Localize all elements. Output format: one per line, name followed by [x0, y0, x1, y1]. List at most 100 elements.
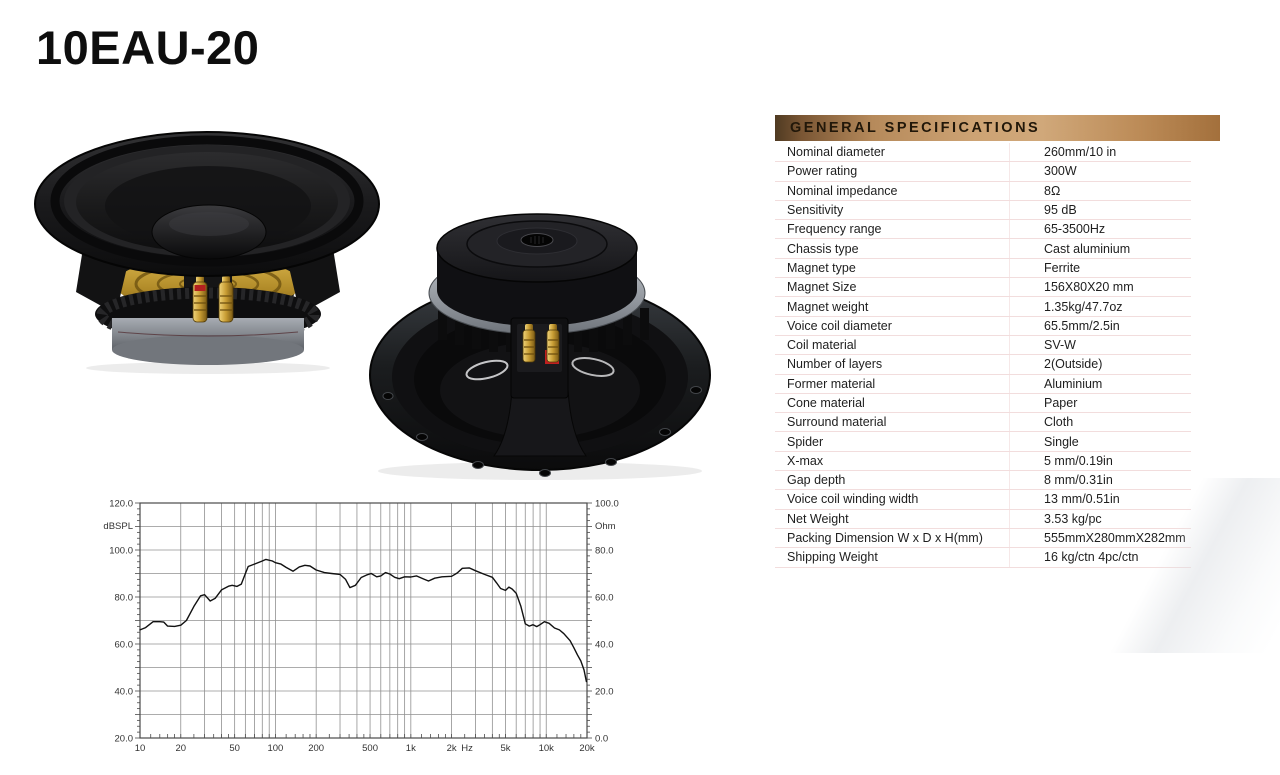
rear-magnet [428, 213, 646, 335]
spec-row: Cone material Paper [775, 393, 1191, 414]
spec-row: Magnet weight 1.35kg/47.7oz [775, 297, 1191, 317]
rear-terminal-block [510, 317, 569, 399]
chart-svg: 120.0100.080.060.040.020.0dBSPL100.080.0… [103, 499, 618, 755]
spec-row: Surround material Cloth [775, 413, 1191, 433]
spec-value: Single [1044, 434, 1079, 449]
spec-label: Spider [775, 432, 1010, 451]
x-axis-tick-label: 10k [539, 743, 555, 754]
spec-row: Magnet type Ferrite [775, 258, 1191, 279]
spec-row: Net Weight 3.53 kg/pc [775, 509, 1191, 529]
spec-value: 260mm/10 in [1044, 145, 1117, 160]
right-axis-tick-label: 40.0 [595, 640, 614, 651]
spec-row: Magnet Size 156X80X20 mm [775, 278, 1191, 298]
spec-label: Voice coil winding width [775, 490, 1010, 509]
right-axis-tick-label: 100.0 [595, 499, 619, 510]
left-axis-tick-label: 20.0 [115, 734, 134, 745]
chart-grid [140, 503, 587, 738]
x-axis-tick-label: 100 [267, 743, 283, 754]
spec-value: 8 mm/0.31in [1044, 473, 1113, 488]
speaker-rear-image [360, 190, 722, 486]
spec-label: Net Weight [775, 509, 1010, 528]
spec-value: Cloth [1044, 415, 1074, 430]
left-axis-tick-label: 40.0 [115, 687, 134, 698]
spec-label: Shipping Weight [775, 548, 1010, 567]
spec-label: Voice coil diameter [775, 316, 1010, 335]
rear-vent-hole [520, 233, 554, 247]
left-axis-unit-label: dBSPL [103, 521, 133, 532]
spec-label: Former material [775, 374, 1010, 393]
spec-value: 156X80X20 mm [1044, 280, 1134, 295]
spec-label: Number of layers [775, 355, 1010, 374]
x-axis-tick-label: 20k [579, 743, 595, 754]
spec-row: Shipping Weight 16 kg/ctn 4pc/ctn [775, 548, 1191, 568]
spec-row: Frequency range 65-3500Hz [775, 220, 1191, 240]
spec-value: 65.5mm/2.5in [1044, 318, 1120, 333]
spl-curve [139, 558, 588, 683]
spec-value: Aluminium [1044, 376, 1103, 391]
speaker-front-svg [34, 131, 380, 374]
spec-row: Nominal diameter 260mm/10 in [775, 143, 1191, 163]
spec-value: 1.35kg/47.7oz [1044, 299, 1123, 314]
spec-value: Ferrite [1044, 260, 1081, 275]
spec-value: 13 mm/0.51in [1044, 492, 1120, 507]
left-axis-tick-label: 100.0 [109, 546, 133, 557]
chart-axis-labels: 120.0100.080.060.040.020.0dBSPL100.080.0… [103, 499, 618, 755]
right-axis-tick-label: 80.0 [595, 546, 614, 557]
x-axis-tick-label: 500 [362, 743, 378, 754]
rear-heatsink-fins [438, 308, 649, 352]
rear-mounting-holes [382, 386, 702, 477]
spec-table-rows: Nominal diameter 260mm/10 in Power rating 3… [775, 143, 1191, 568]
right-axis-tick-label: 60.0 [595, 593, 614, 604]
spec-label: Sensitivity [775, 200, 1010, 220]
rear-strut [493, 389, 587, 457]
front-cone-assembly [34, 131, 380, 277]
spec-row: Number of layers 2(Outside) [775, 355, 1191, 375]
front-dust-cap [151, 204, 267, 260]
right-axis-unit-label: Ohm [595, 521, 616, 532]
spec-value: 65-3500Hz [1044, 222, 1106, 237]
spec-value: 95 dB [1044, 203, 1077, 218]
chart-ticks [135, 502, 592, 739]
spec-label: Magnet Size [775, 278, 1010, 297]
x-axis-tick-label: 5k [500, 743, 510, 754]
spec-value: 300W [1044, 164, 1077, 179]
spec-value: Paper [1044, 396, 1078, 410]
right-axis-tick-label: 0.0 [595, 734, 608, 745]
spec-label: Power rating [775, 162, 1010, 181]
spec-label: Surround material [775, 413, 1010, 432]
spec-label: Magnet weight [775, 297, 1010, 316]
front-terminals [192, 276, 234, 323]
spec-label: Cone material [775, 393, 1010, 413]
spec-row: Chassis type Cast aluminium [775, 239, 1191, 259]
spec-value: 5 mm/0.19in [1044, 453, 1113, 468]
speaker-rear-svg [369, 213, 711, 480]
spec-value: 16 kg/ctn 4pc/ctn [1044, 550, 1139, 565]
spec-row: Sensitivity 95 dB [775, 200, 1191, 221]
right-axis-tick-label: 20.0 [595, 687, 614, 698]
spec-row: Voice coil winding width 13 mm/0.51in [775, 490, 1191, 510]
front-shadow [86, 362, 330, 374]
x-axis-tick-label: 2k [447, 743, 457, 754]
spec-label: Frequency range [775, 220, 1010, 239]
x-axis-tick-label: 10 [135, 743, 146, 754]
spec-table-header: GENERAL SPECIFICATIONS [775, 115, 1220, 141]
x-axis-tick-label: 1k [406, 743, 416, 754]
left-axis-tick-label: 80.0 [115, 593, 134, 604]
spec-row: Spider Single [775, 432, 1191, 452]
spec-row: Nominal impedance 8Ω [775, 181, 1191, 201]
spec-value: 8Ω [1044, 183, 1061, 198]
spec-row: Packing Dimension W x D x H(mm) 555mmX280… [775, 528, 1191, 549]
spec-label: X-max [775, 451, 1010, 471]
spec-label: Nominal impedance [775, 181, 1010, 200]
spec-row: Power rating 300W [775, 162, 1191, 182]
spec-value: 3.53 kg/pc [1044, 511, 1102, 526]
spec-row: X-max 5 mm/0.19in [775, 451, 1191, 472]
spec-label: Gap depth [775, 471, 1010, 490]
spec-row: Coil material SV-W [775, 335, 1191, 356]
frequency-response-chart: 120.0 100.0 80.0 60.0 40.0 20.0 dBSPL 100.0 80.0… [95, 488, 645, 770]
spec-value: 2(Outside) [1044, 357, 1103, 372]
spec-row: Former material Aluminium [775, 374, 1191, 394]
x-axis-tick-label: 50 [229, 743, 240, 754]
spec-table: GENERAL SPECIFICATIONS Nominal diameter 2… [775, 115, 1220, 568]
rear-wire-loops [465, 357, 615, 381]
